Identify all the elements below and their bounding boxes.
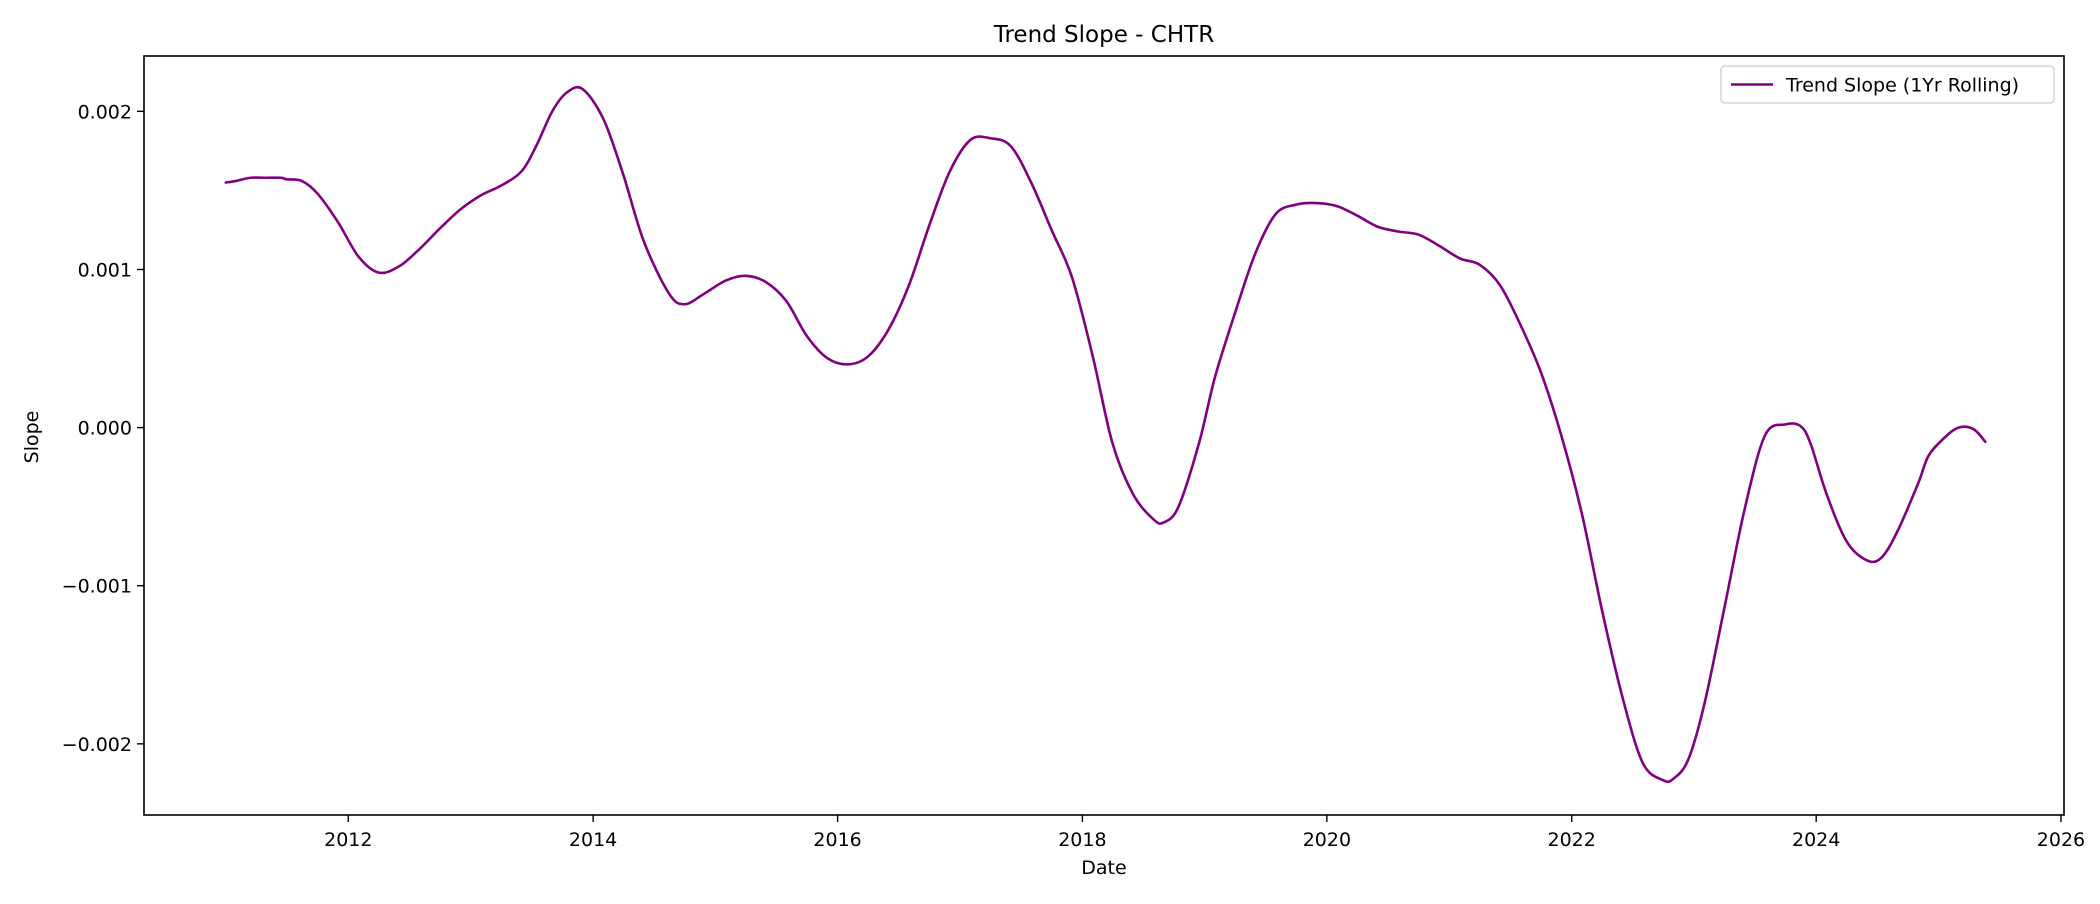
legend-label: Trend Slope (1Yr Rolling) (1785, 75, 2019, 97)
y-tick-label: 0.002 (78, 101, 132, 123)
x-tick-label: 2022 (1548, 829, 1596, 851)
x-tick-label: 2020 (1303, 829, 1351, 851)
x-axis-label: Date (1081, 857, 1126, 879)
legend-box (1720, 65, 2055, 104)
series-layer (224, 85, 1987, 784)
x-tick-label: 2014 (569, 829, 617, 851)
y-tick-label: −0.002 (62, 734, 132, 756)
y-axis-label: Slope (21, 411, 43, 464)
y-tick-label: −0.001 (62, 576, 132, 598)
axes-frame (143, 55, 2065, 816)
y-tick-label: 0.000 (78, 418, 132, 440)
chart-title: Trend Slope - CHTR (993, 22, 1214, 48)
y-axis-ticks: 0.002 0.001 0.000 −0.001 −0.002 (62, 101, 144, 756)
x-tick-label: 2026 (2037, 829, 2085, 851)
y-tick-label: 0.001 (78, 259, 132, 281)
series-line (224, 85, 1987, 784)
x-tick-label: 2018 (1058, 829, 1106, 851)
legend: Trend Slope (1Yr Rolling) (1720, 65, 2055, 104)
x-tick-label: 2012 (324, 829, 372, 851)
x-axis-ticks: 2012 2014 2016 2018 2020 2022 2024 2026 (324, 815, 2085, 851)
x-tick-label: 2024 (1792, 829, 1840, 851)
x-tick-label: 2016 (813, 829, 861, 851)
